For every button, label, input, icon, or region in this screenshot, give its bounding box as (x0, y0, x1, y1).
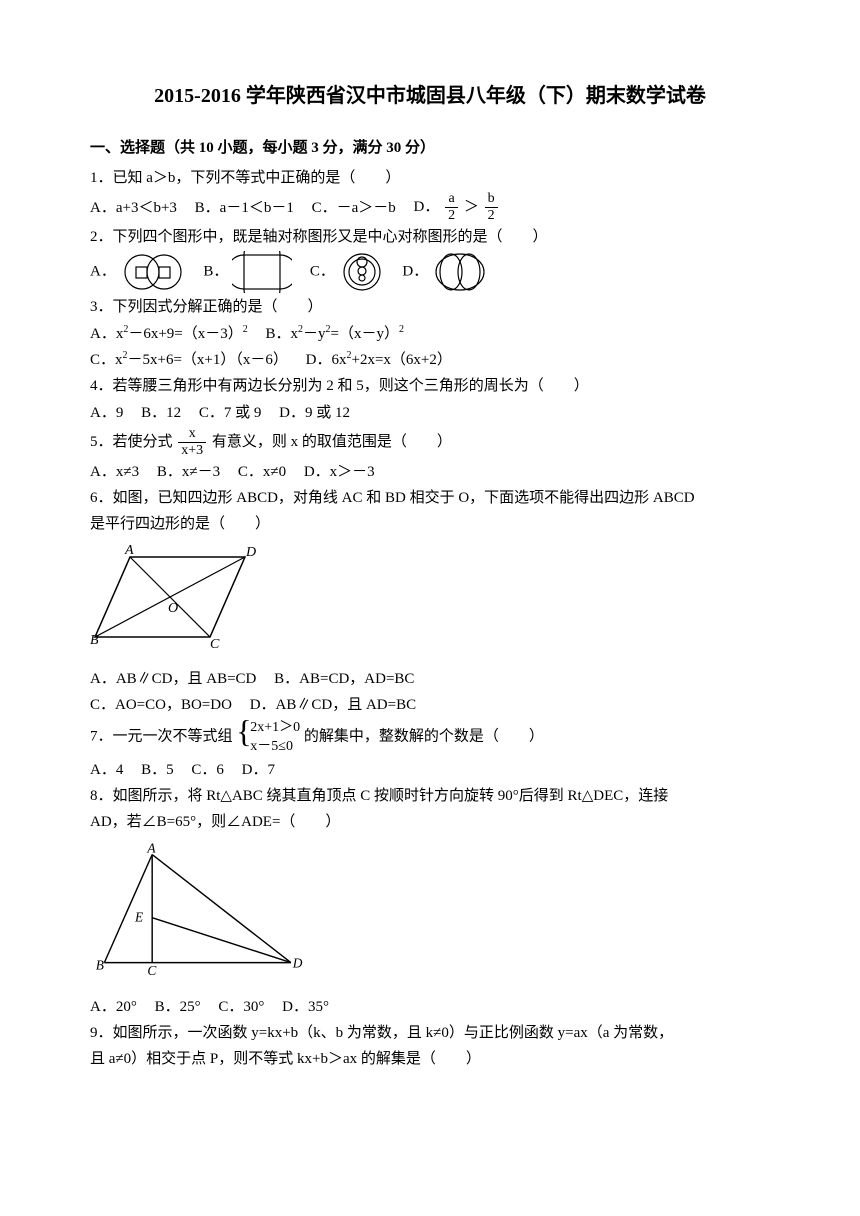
q6-opt-c: C．AO=CO，BO=DO (90, 693, 232, 717)
q3-opt-c: C．x2－5x+6=（x+1）（x－6） (90, 348, 288, 372)
question-8: 8．如图所示，将 Rt△ABC 绕其直角顶点 C 按顺时针方向旋转 90°后得到… (90, 784, 770, 1019)
q8-opt-c: C．30° (218, 995, 264, 1019)
q5-opt-c: C．x≠0 (238, 460, 286, 484)
q3-opt-a: A．x2－6x+9=（x－3）2 (90, 322, 248, 346)
q8-opt-b: B．25° (155, 995, 201, 1019)
q3-opt-d: D．6x2+2x=x（6x+2） (306, 348, 452, 372)
coin-shape-icon (120, 251, 186, 293)
q6-stem1: 6．如图，已知四边形 ABCD，对角线 AC 和 BD 相交于 O，下面选项不能… (90, 486, 770, 510)
q1-d-prefix: D． (414, 199, 440, 215)
svg-text:C: C (147, 963, 157, 978)
svg-text:A: A (124, 543, 134, 558)
q1-opt-c: C．－a＞－b (312, 196, 396, 220)
q1-opt-b: B．a－1＜b－1 (195, 196, 294, 220)
q2-opt-b: B． (203, 251, 292, 293)
fraction-icon: xx+3 (178, 427, 206, 458)
q7-stem-post: 的解集中，整数解的个数是（ ） (304, 729, 544, 745)
q2-stem: 2．下列四个图形中，既是轴对称图形又是中心对称图形的是（ ） (90, 225, 770, 249)
q7-opt-d: D．7 (242, 758, 275, 782)
gt-symbol: ＞ (464, 199, 479, 215)
svg-text:D: D (245, 545, 256, 560)
two-petal-icon (432, 251, 488, 293)
svg-text:O: O (168, 601, 178, 616)
q3-stem: 3．下列因式分解正确的是（ ） (90, 295, 770, 319)
section-header: 一、选择题（共 10 小题，每小题 3 分，满分 30 分） (90, 136, 770, 160)
q5-stem-pre: 5．若使分式 (90, 434, 173, 450)
q7-opt-c: C．6 (191, 758, 224, 782)
svg-text:C: C (210, 637, 220, 652)
petal-square-icon (232, 251, 292, 293)
q5-stem-post: 有意义，则 x 的取值范围是（ ） (212, 434, 452, 450)
q2-opt-c: C． (310, 251, 385, 293)
q7-opt-a: A．4 (90, 758, 123, 782)
q2-opt-d: D． (402, 251, 488, 293)
q7-stem-pre: 7．一元一次不等式组 (90, 729, 233, 745)
q6-opt-d: D．AB∥CD，且 AD=BC (250, 693, 416, 717)
q4-opt-d: D．9 或 12 (279, 401, 350, 425)
concentric-circles-icon (339, 251, 385, 293)
q3-opt-b: B．x2－y2=（x－y）2 (266, 322, 405, 346)
q1-opt-d: D． a2 ＞ b2 (414, 192, 500, 223)
q1-stem: 1．已知 a＞b，下列不等式中正确的是（ ） (90, 166, 770, 190)
q8-stem1: 8．如图所示，将 Rt△ABC 绕其直角顶点 C 按顺时针方向旋转 90°后得到… (90, 784, 770, 808)
question-5: 5．若使分式 xx+3 有意义，则 x 的取值范围是（ ） A．x≠3 B．x≠… (90, 427, 770, 485)
question-1: 1．已知 a＞b，下列不等式中正确的是（ ） A．a+3＜b+3 B．a－1＜b… (90, 166, 770, 223)
question-3: 3．下列因式分解正确的是（ ） A．x2－6x+9=（x－3）2 B．x2－y2… (90, 295, 770, 372)
q4-opt-b: B．12 (141, 401, 181, 425)
svg-text:A: A (146, 841, 156, 856)
question-6: 6．如图，已知四边形 ABCD，对角线 AC 和 BD 相交于 O，下面选项不能… (90, 486, 770, 717)
q4-opt-c: C．7 或 9 (199, 401, 262, 425)
q4-stem: 4．若等腰三角形中有两边长分别为 2 和 5，则这个三角形的周长为（ ） (90, 374, 770, 398)
q8-opt-a: A．20° (90, 995, 137, 1019)
q6-stem2: 是平行四边形的是（ ） (90, 512, 770, 536)
question-9: 9．如图所示，一次函数 y=kx+b（k、b 为常数，且 k≠0）与正比例函数 … (90, 1021, 770, 1071)
question-7: 7．一元一次不等式组 2x+1＞0 x－5≤0 的解集中，整数解的个数是（ ） … (90, 719, 770, 782)
q9-stem2: 且 a≠0）相交于点 P，则不等式 kx+b＞ax 的解集是（ ） (90, 1047, 770, 1071)
q6-opt-a: A．AB∥CD，且 AB=CD (90, 667, 256, 691)
svg-text:D: D (292, 956, 303, 971)
question-4: 4．若等腰三角形中有两边长分别为 2 和 5，则这个三角形的周长为（ ） A．9… (90, 374, 770, 425)
q2-c-label: C． (310, 263, 335, 279)
rotated-triangle-diagram-icon: A B C D E (90, 840, 310, 980)
q2-b-label: B． (203, 263, 228, 279)
q2-a-label: A． (90, 263, 116, 279)
q8-stem2: AD，若∠B=65°，则∠ADE=（ ） (90, 810, 770, 834)
q2-opt-a: A． (90, 251, 186, 293)
fraction-icon: a2 (445, 192, 458, 223)
svg-text:B: B (90, 633, 99, 648)
q7-opt-b: B．5 (141, 758, 174, 782)
q5-opt-d: D．x＞－3 (304, 460, 375, 484)
svg-text:E: E (134, 910, 143, 925)
q4-opt-a: A．9 (90, 401, 123, 425)
q8-opt-d: D．35° (282, 995, 329, 1019)
q9-stem1: 9．如图所示，一次函数 y=kx+b（k、b 为常数，且 k≠0）与正比例函数 … (90, 1021, 770, 1045)
q5-opt-a: A．x≠3 (90, 460, 139, 484)
q5-opt-b: B．x≠－3 (157, 460, 220, 484)
q1-opt-a: A．a+3＜b+3 (90, 196, 177, 220)
question-2: 2．下列四个图形中，既是轴对称图形又是中心对称图形的是（ ） A． B． C． (90, 225, 770, 293)
q6-opt-b: B．AB=CD，AD=BC (274, 667, 414, 691)
svg-text:B: B (96, 958, 104, 973)
parallelogram-diagram-icon: A D B C O (90, 542, 260, 652)
q2-d-label: D． (402, 263, 428, 279)
fraction-icon: b2 (485, 192, 498, 223)
inequality-system-icon: 2x+1＞0 x－5≤0 (236, 719, 300, 755)
exam-title: 2015-2016 学年陕西省汉中市城固县八年级（下）期末数学试卷 (90, 80, 770, 112)
